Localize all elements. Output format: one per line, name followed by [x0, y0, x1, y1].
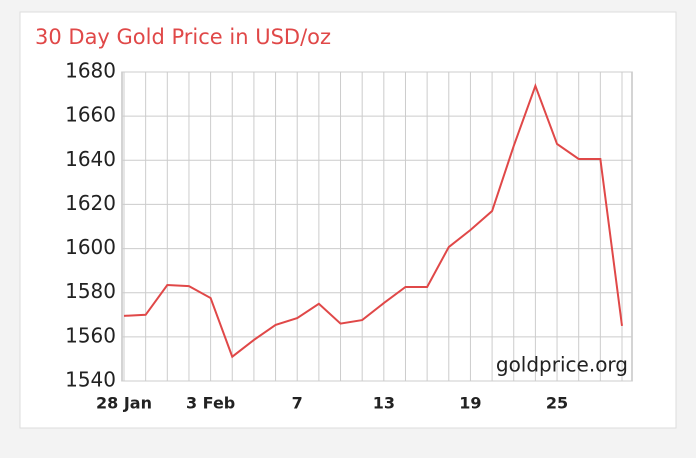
x-tick-label: 19: [459, 394, 481, 413]
y-tick-label: 1580: [65, 279, 116, 303]
x-tick-label: 25: [546, 394, 568, 413]
y-tick-label: 1640: [65, 147, 116, 171]
price-line: [123, 83, 623, 359]
x-tick-label: 28 Jan: [96, 394, 152, 413]
y-tick-label: 1660: [65, 103, 116, 127]
y-tick-label: 1600: [65, 235, 116, 259]
y-tick-label: 1620: [65, 191, 116, 215]
chart-title: 30 Day Gold Price in USD/oz: [35, 25, 331, 49]
chart-panel: [19, 11, 677, 429]
x-tick-label: 13: [373, 394, 395, 413]
x-tick-label: 7: [292, 394, 303, 413]
y-tick-label: 1560: [65, 323, 116, 347]
y-tick-label: 1680: [65, 59, 116, 83]
watermark: goldprice.org: [496, 353, 628, 377]
y-tick-label: 1540: [65, 368, 116, 392]
x-tick-label: 3 Feb: [186, 394, 235, 413]
